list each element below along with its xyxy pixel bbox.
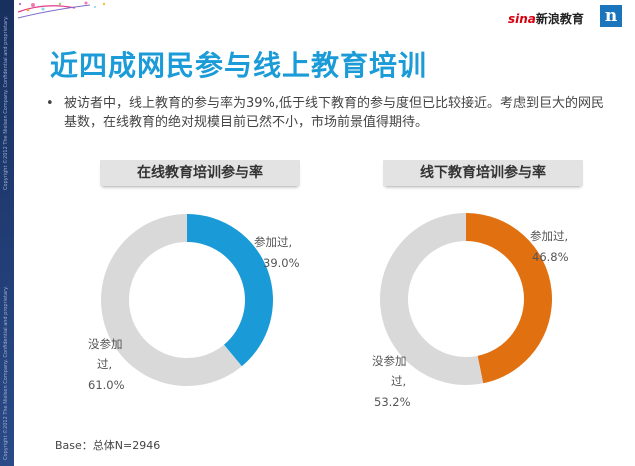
page-title: 近四成网民参与线上教育培训 — [50, 49, 428, 82]
chart-title-online: 在线教育培训参与率 — [100, 160, 300, 186]
online-not-participated-label-value: 61.0% — [88, 378, 125, 392]
sina-logo-text: 新浪教育 — [535, 12, 584, 26]
online-donut: 参加过, 39.0% 没参加 过, 61.0% — [88, 214, 300, 392]
online-participated-label-line1: 参加过, — [254, 235, 292, 249]
offline-not-participated-label-value: 53.2% — [374, 395, 411, 409]
offline-participated-label-value: 46.8% — [532, 250, 569, 264]
side-strip — [0, 0, 14, 466]
sina-logo-mark: sina — [508, 12, 536, 26]
bullet-text: 被访者中，线上教育的参与率为39%,低于线下教育的参与度但已比较接近。考虑到巨大… — [64, 96, 605, 130]
nielsen-logo-icon: n — [600, 5, 622, 27]
online-participated-slice — [187, 214, 273, 367]
online-not-participated-slice — [101, 214, 242, 386]
chart-title-offline: 线下教育培训参与率 — [383, 160, 583, 186]
online-not-participated-label-line1: 没参加 — [88, 337, 123, 351]
online-participated-label-value: 39.0% — [263, 256, 300, 270]
offline-not-participated-slice — [379, 213, 484, 385]
bullet-marker: • — [46, 96, 54, 111]
corner-decoration — [17, 1, 106, 19]
offline-donut: 参加过, 46.8% 没参加 过, 53.2% — [372, 213, 569, 409]
base-note: Base：总体N=2946 — [55, 439, 161, 452]
offline-participated-slice — [466, 213, 552, 384]
offline-not-participated-label-line1: 没参加 — [372, 354, 407, 368]
offline-not-participated-label-line2: 过, — [391, 374, 406, 388]
online-not-participated-label-line2: 过, — [97, 357, 112, 371]
sina-logo: sina新浪教育 — [508, 10, 584, 27]
bullet-point: • 被访者中，线上教育的参与率为39%,低于线下教育的参与度但已比较接近。考虑到… — [46, 94, 606, 132]
offline-participated-label-line1: 参加过, — [530, 229, 568, 243]
